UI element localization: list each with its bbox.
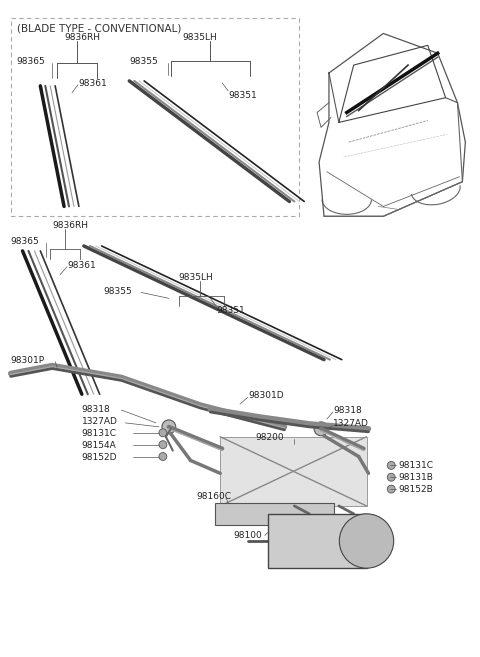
Circle shape	[387, 485, 395, 493]
Text: 98365: 98365	[17, 57, 46, 66]
Text: (BLADE TYPE - CONVENTIONAL): (BLADE TYPE - CONVENTIONAL)	[17, 24, 181, 34]
Text: 98160C: 98160C	[196, 492, 231, 501]
Text: 98301D: 98301D	[248, 392, 284, 400]
Bar	[11, 18, 300, 216]
Circle shape	[159, 441, 167, 449]
Circle shape	[314, 422, 328, 436]
Text: 98361: 98361	[78, 79, 107, 88]
Bar	[268, 514, 367, 568]
Text: 98154A: 98154A	[82, 441, 117, 449]
Text: 9836RH: 9836RH	[64, 34, 100, 43]
Text: 98152D: 98152D	[82, 453, 117, 462]
Text: 98351: 98351	[216, 306, 245, 315]
Text: 98355: 98355	[129, 57, 158, 66]
Polygon shape	[220, 437, 367, 506]
Text: 9835LH: 9835LH	[183, 34, 217, 43]
Circle shape	[159, 429, 167, 437]
Text: 98355: 98355	[104, 288, 132, 296]
Text: 98131B: 98131B	[398, 473, 433, 482]
Circle shape	[387, 473, 395, 481]
Text: 98351: 98351	[228, 91, 257, 100]
Text: 98100: 98100	[233, 531, 262, 539]
Text: 9836RH: 9836RH	[52, 221, 88, 230]
Circle shape	[339, 514, 394, 568]
Text: 98301P: 98301P	[11, 355, 45, 365]
Text: 98318: 98318	[333, 406, 361, 415]
Circle shape	[162, 420, 176, 434]
Text: 9835LH: 9835LH	[179, 273, 214, 282]
Text: 98318: 98318	[82, 405, 110, 414]
Text: 98361: 98361	[67, 261, 96, 270]
Text: 98200: 98200	[256, 433, 285, 442]
Bar	[216, 503, 334, 525]
Text: 1327AD: 1327AD	[333, 419, 369, 428]
Text: 98131C: 98131C	[82, 429, 117, 438]
Text: 98131C: 98131C	[398, 461, 433, 470]
Circle shape	[387, 461, 395, 469]
Circle shape	[159, 453, 167, 461]
Text: 98365: 98365	[11, 237, 39, 246]
Text: 98152B: 98152B	[398, 485, 433, 494]
Text: 1327AD: 1327AD	[82, 417, 118, 426]
